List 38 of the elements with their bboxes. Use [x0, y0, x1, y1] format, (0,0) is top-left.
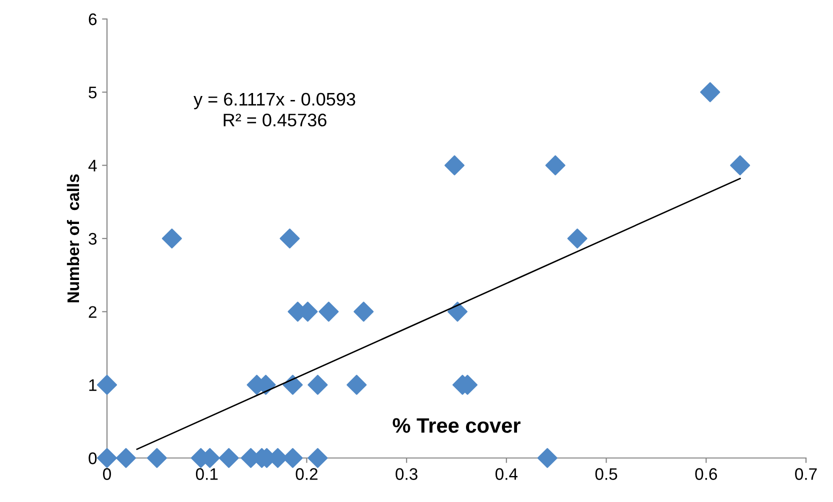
point [282, 374, 303, 395]
x-tick-label: 0.2 [296, 468, 318, 480]
point [346, 374, 367, 395]
point [96, 374, 118, 395]
point [567, 228, 588, 249]
x-tick-label: 0.6 [695, 468, 717, 480]
y-tick-label: 0 [88, 452, 97, 464]
x-tick-label: 0.1 [196, 468, 218, 480]
point [308, 448, 328, 468]
point [308, 374, 328, 395]
point [444, 155, 465, 176]
point [96, 448, 118, 468]
y-tick-label: 1 [89, 379, 96, 391]
x-tick-label: 0.7 [795, 468, 817, 480]
point [700, 82, 720, 102]
y-tick-label: 6 [88, 13, 97, 26]
x-axis-title: % Tree cover [392, 418, 520, 433]
point [354, 302, 374, 322]
y-tick-label: 5 [88, 86, 97, 98]
y-tick-label: 2 [88, 306, 96, 318]
annotation: y = 6.1117x - 0.0593 R² = 0.45736 [194, 92, 356, 126]
y-tick-label: 4 [88, 160, 97, 172]
point [545, 155, 566, 176]
x-tick-label: 0.5 [595, 468, 618, 480]
point [537, 448, 558, 468]
y-tick-label: 3 [88, 232, 97, 245]
x-tick-label: 0 [103, 468, 111, 480]
x-tick-label: 0.4 [495, 468, 518, 480]
point [730, 155, 750, 176]
point [146, 448, 167, 468]
point [280, 228, 300, 249]
x-tick-label: 0.3 [396, 468, 418, 480]
point [447, 302, 468, 322]
point [116, 448, 136, 468]
point [218, 448, 239, 468]
point [318, 302, 339, 322]
y-axis-title: Number of calls [66, 174, 80, 302]
point [162, 228, 182, 249]
